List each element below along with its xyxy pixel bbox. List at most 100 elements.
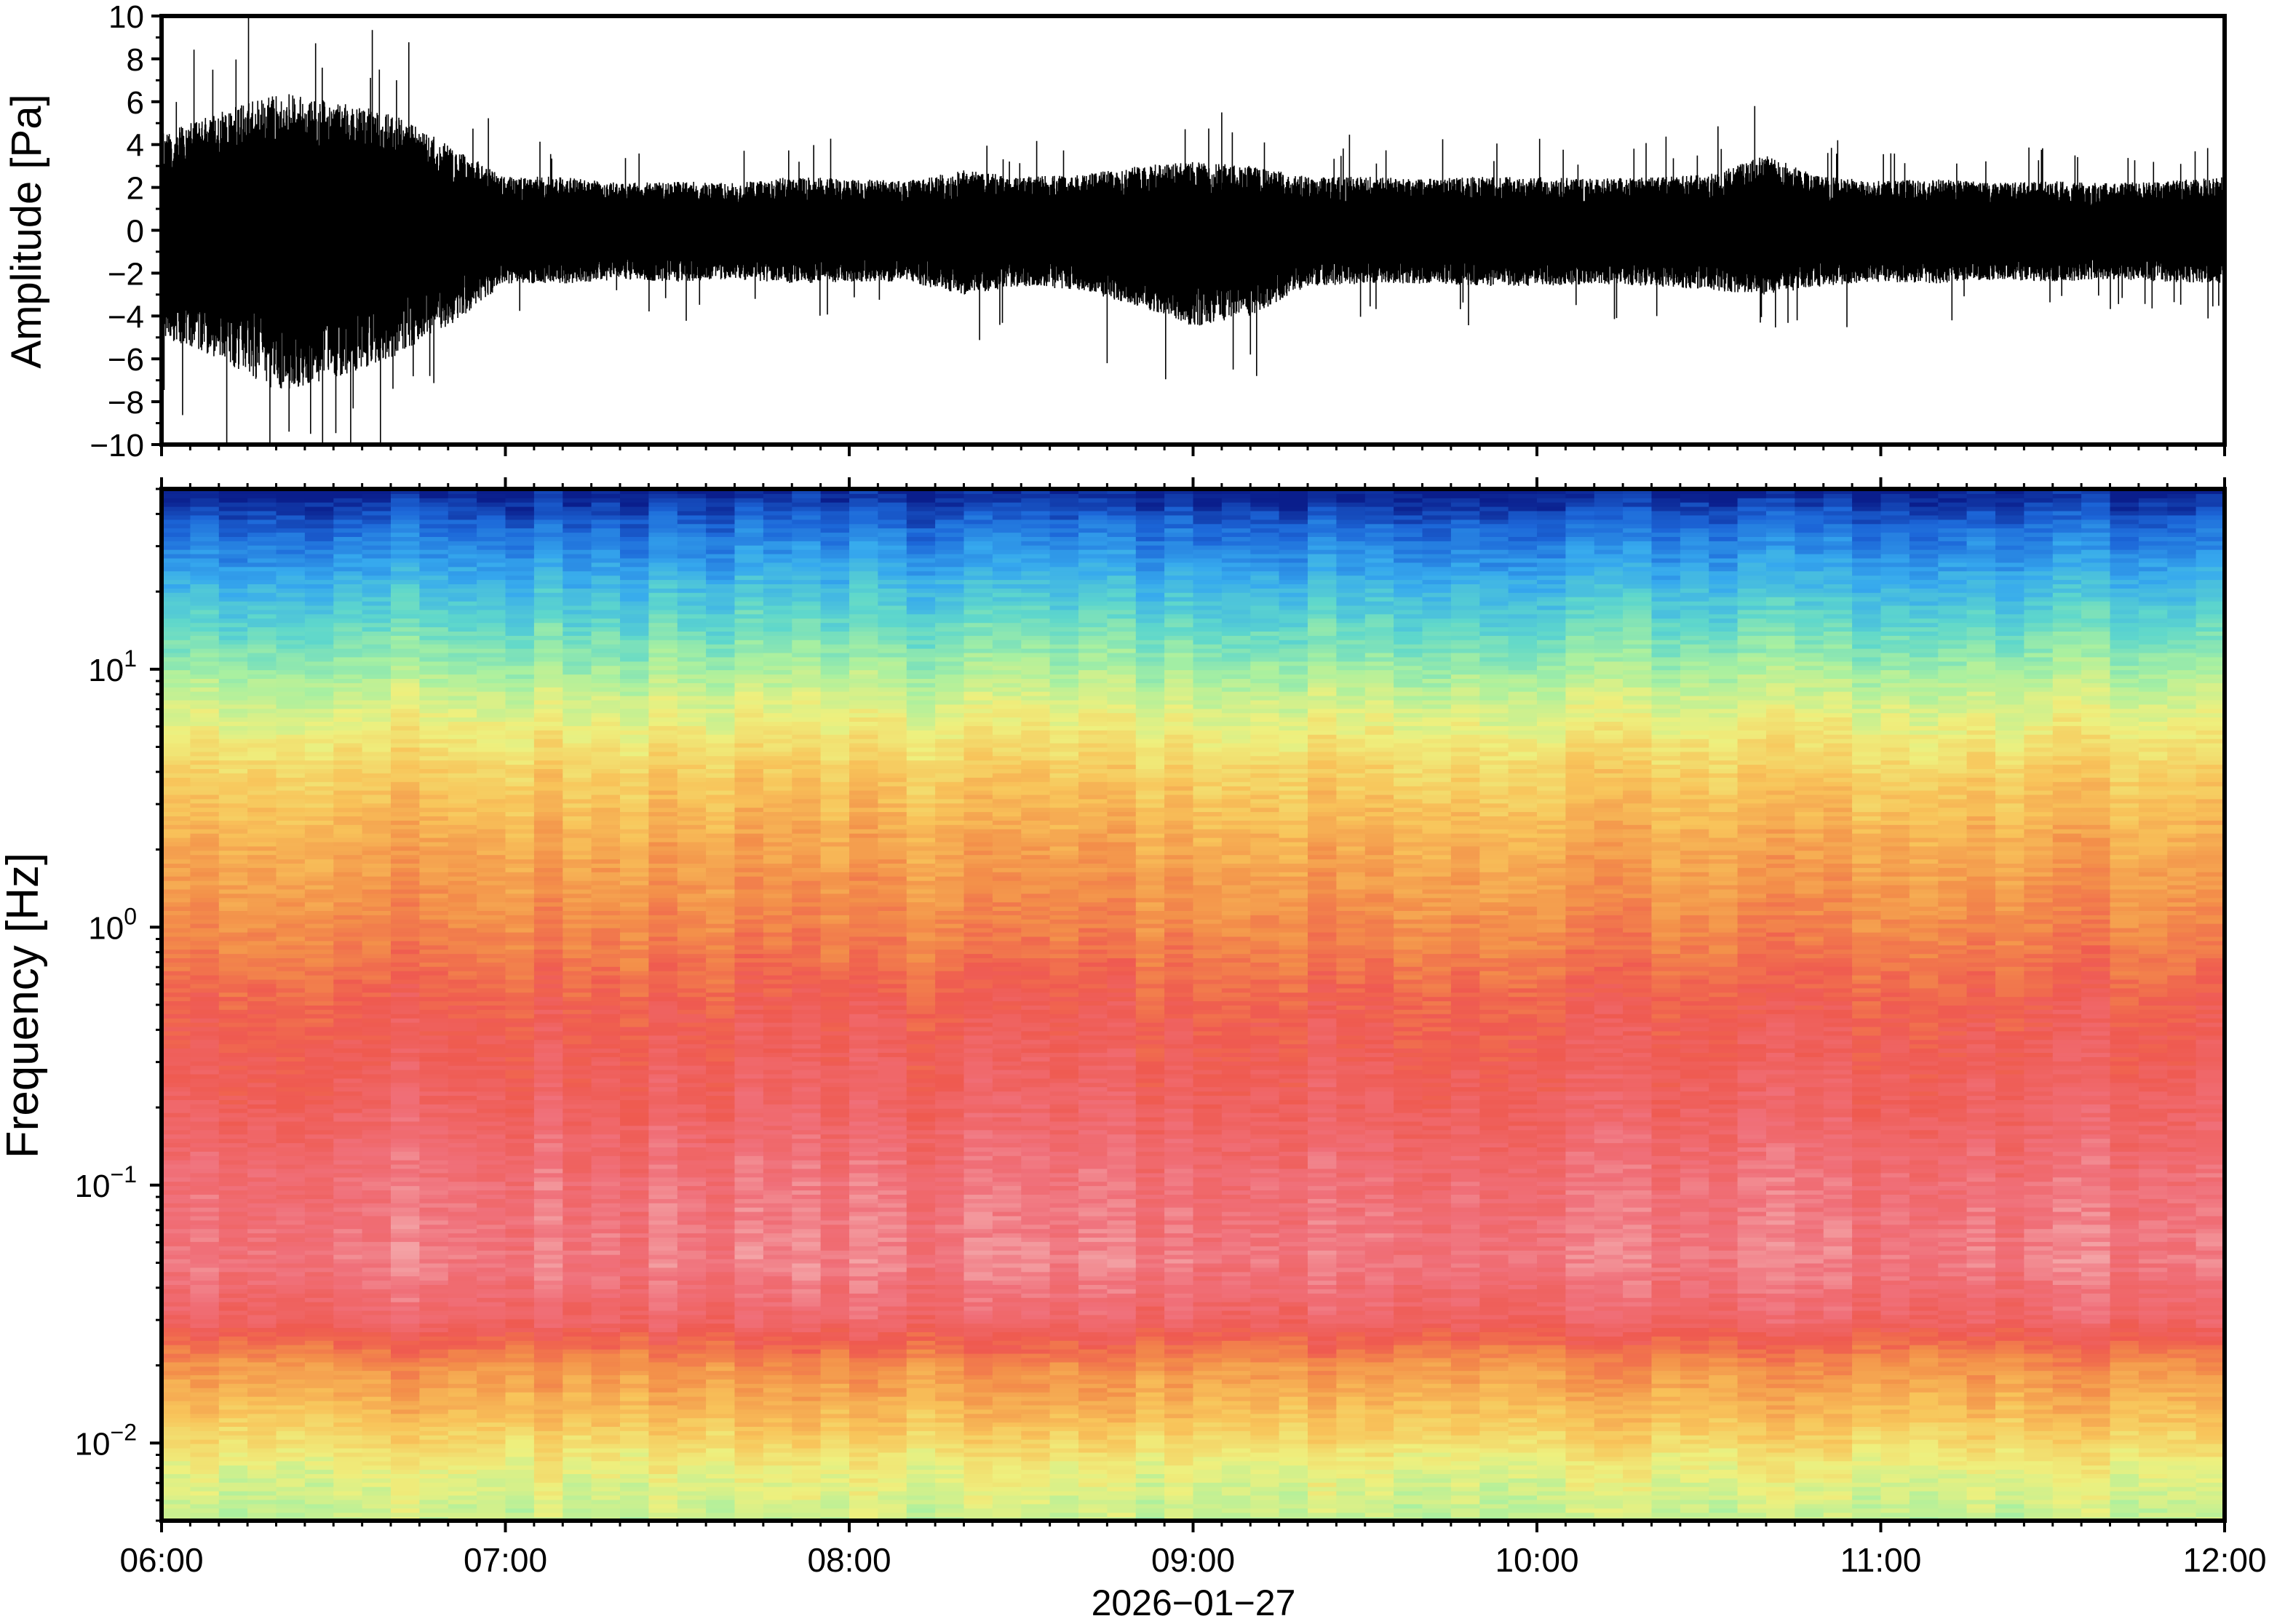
spectrogram-cell — [477, 1022, 506, 1027]
spectrogram-cell — [448, 953, 478, 958]
spectrogram-cell — [304, 764, 335, 769]
spectrogram-cell — [276, 1254, 306, 1259]
spectrogram-cell — [362, 1262, 392, 1268]
spectrogram-cell — [362, 596, 392, 602]
spectrogram-cell — [677, 1017, 707, 1023]
spectrogram-cell — [563, 1190, 592, 1195]
spectrogram-cell — [477, 1477, 506, 1483]
spectrogram-cell — [448, 1318, 478, 1324]
spectrogram-cell — [276, 1211, 306, 1217]
spectrogram-cell — [162, 953, 191, 958]
spectrogram-cell — [391, 1267, 421, 1273]
spectrogram-cell — [362, 927, 392, 933]
spectrogram-cell — [333, 587, 363, 593]
spectrogram-cell — [419, 592, 449, 597]
spectrogram-cell — [419, 1138, 449, 1144]
spectrogram-cell — [276, 1469, 306, 1474]
spectrogram-cell — [533, 798, 564, 804]
spectrogram-cell — [620, 1357, 650, 1363]
spectrogram-cell — [533, 923, 564, 928]
spectrogram-cell — [362, 974, 392, 980]
spectrogram-cell — [391, 1215, 421, 1221]
spectrogram-cell — [563, 785, 592, 791]
spectrogram-cell — [620, 549, 650, 554]
spectrogram-cell — [677, 1469, 707, 1474]
spectrogram-cell — [218, 906, 249, 911]
spectrogram-cell — [448, 725, 478, 731]
spectrogram-cell — [620, 875, 650, 881]
spectrogram-cell — [419, 1314, 449, 1320]
spectrogram-cell — [190, 587, 220, 593]
spectrogram-cell — [677, 729, 707, 735]
spectrogram-cell — [677, 1370, 707, 1376]
spectrogram-cell — [648, 1490, 678, 1496]
spectrogram-cell — [620, 575, 650, 581]
spectrogram-cell — [419, 803, 449, 808]
spectrogram-cell — [477, 1150, 506, 1156]
spectrogram-cell — [247, 738, 277, 744]
spectrogram-cell — [448, 532, 478, 537]
spectrogram-cell — [706, 1267, 736, 1273]
spectrogram-cell — [620, 1387, 650, 1393]
spectrogram-cell — [620, 579, 650, 584]
spectrogram-cell — [304, 798, 335, 804]
spectrogram-cell — [448, 992, 478, 998]
spectrogram-cell — [677, 708, 707, 714]
spectrogram-cell — [391, 1017, 421, 1023]
spectrogram-cell — [620, 1017, 650, 1023]
spectrogram-cell — [391, 1494, 421, 1500]
spectrogram-cell — [648, 1400, 678, 1406]
spectrogram-cell — [648, 1241, 678, 1246]
spectrogram-cell — [218, 1211, 249, 1217]
spectrogram-cell — [333, 841, 363, 847]
spectrogram-cell — [304, 1017, 335, 1023]
spectrogram-cell — [362, 1460, 392, 1466]
spectrogram-cell — [247, 1181, 277, 1187]
spectrogram-cell — [218, 1409, 249, 1414]
spectrogram-cell — [734, 1245, 764, 1251]
spectrogram-cell — [706, 1258, 736, 1264]
spectrogram-cell — [247, 1056, 277, 1062]
spectrogram-cell — [247, 631, 277, 636]
spectrogram-cell — [362, 729, 392, 735]
spectrogram-cell — [591, 807, 621, 813]
spectrogram-cell — [448, 785, 478, 791]
spectrogram-cell — [533, 992, 564, 998]
spectrogram-cell — [218, 854, 249, 860]
spectrogram-cell — [391, 875, 421, 881]
spectrogram-cell — [162, 1297, 191, 1302]
spectrogram-cell — [218, 888, 249, 894]
spectrogram-cell — [677, 1417, 707, 1423]
spectrogram-cell — [276, 501, 306, 507]
spectrogram-cell — [218, 1155, 249, 1161]
spectrogram-cell — [706, 1370, 736, 1376]
amplitude-y-tick-label: 2 — [127, 171, 144, 207]
spectrogram-cell — [477, 626, 506, 632]
spectrogram-cell — [448, 600, 478, 606]
spectrogram-cell — [620, 1103, 650, 1109]
spectrogram-cell — [218, 1026, 249, 1032]
spectrogram-cell — [304, 1121, 335, 1126]
spectrogram-cell — [448, 884, 478, 890]
spectrogram-cell — [362, 733, 392, 739]
spectrogram-cell — [362, 987, 392, 993]
spectrogram-cell — [419, 1237, 449, 1242]
spectrogram-cell — [247, 897, 277, 903]
spectrogram-cell — [533, 1215, 564, 1221]
spectrogram-cell — [706, 1060, 736, 1066]
spectrogram-cell — [677, 1022, 707, 1027]
spectrogram-cell — [448, 1344, 478, 1350]
spectrogram-cell — [190, 850, 220, 856]
spectrogram-cell — [362, 1335, 392, 1341]
spectrogram-cell — [333, 1082, 363, 1088]
spectrogram-cell — [362, 1512, 392, 1518]
spectrogram-cell — [218, 1382, 249, 1388]
spectrogram-cell — [304, 1508, 335, 1513]
spectrogram-cell — [190, 931, 220, 937]
spectrogram-cell — [190, 717, 220, 722]
spectrogram-cell — [706, 493, 736, 498]
spectrogram-cell — [190, 1017, 220, 1023]
spectrogram-cell — [706, 1404, 736, 1410]
spectrogram-cell — [563, 1142, 592, 1147]
spectrogram-cell — [333, 557, 363, 563]
